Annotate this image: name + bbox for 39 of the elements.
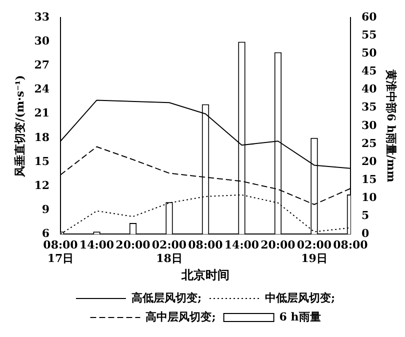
y2-tick-label: 10 (361, 190, 378, 204)
x-tick-label: 08:00 (188, 238, 224, 252)
y2-tick-label: 30 (361, 118, 378, 132)
y-tick-label: 27 (34, 58, 50, 72)
x-tick-label: 20:00 (260, 238, 296, 252)
x-tick-label: 02:00 18日 (152, 238, 187, 265)
y2-tick-label: 35 (361, 100, 377, 114)
y-tick-label: 33 (34, 10, 50, 24)
x-tick-label: 02:00 19日 (296, 238, 332, 265)
y2-tick-label: 20 (361, 154, 378, 168)
y-axis-title: 风垂直切变/(m·s⁻¹) (13, 75, 26, 178)
x-axis-title: 北京时间 (180, 268, 230, 282)
y-tick-label: 15 (34, 154, 50, 168)
y2-tick-label: 60 (361, 10, 378, 24)
y2-tick-label: 25 (361, 136, 377, 150)
y2-tick-label: 5 (361, 209, 370, 222)
y-tick-label: 18 (34, 130, 50, 144)
x-tick-label: 08:00 (333, 238, 368, 252)
x-tick-label: 20:00 (116, 238, 151, 252)
x-tick-label: 14:00 (79, 238, 114, 252)
x-tick-label: 14:00 (224, 238, 260, 252)
y-tick-label: 30 (34, 34, 50, 48)
legend-label: 中低层风切变; (265, 291, 336, 304)
legend-label: 高低层风切变; (131, 291, 202, 304)
y-tick-label: 12 (34, 178, 50, 192)
y-tick-label: 24 (34, 82, 50, 96)
y2-tick-label: 55 (361, 28, 377, 42)
y-tick-label: 9 (42, 202, 50, 216)
y2-tick-label: 50 (361, 46, 378, 60)
legend-label: 6 h雨量 (279, 310, 321, 324)
legend-label: 高中层风切变; (146, 310, 216, 324)
y2-tick-label: 0 (361, 227, 370, 240)
y2-tick-label: 15 (361, 172, 377, 186)
x-tick-label: 08:00 17日 (43, 238, 78, 265)
y2-tick-label: 45 (361, 64, 377, 78)
y-tick-label: 21 (34, 106, 50, 120)
y2-tick-label: 40 (361, 82, 378, 96)
y2-axis-title: 黄淮中部6 h雨量/mm (384, 68, 398, 183)
y-tick-label: 6 (42, 227, 50, 240)
